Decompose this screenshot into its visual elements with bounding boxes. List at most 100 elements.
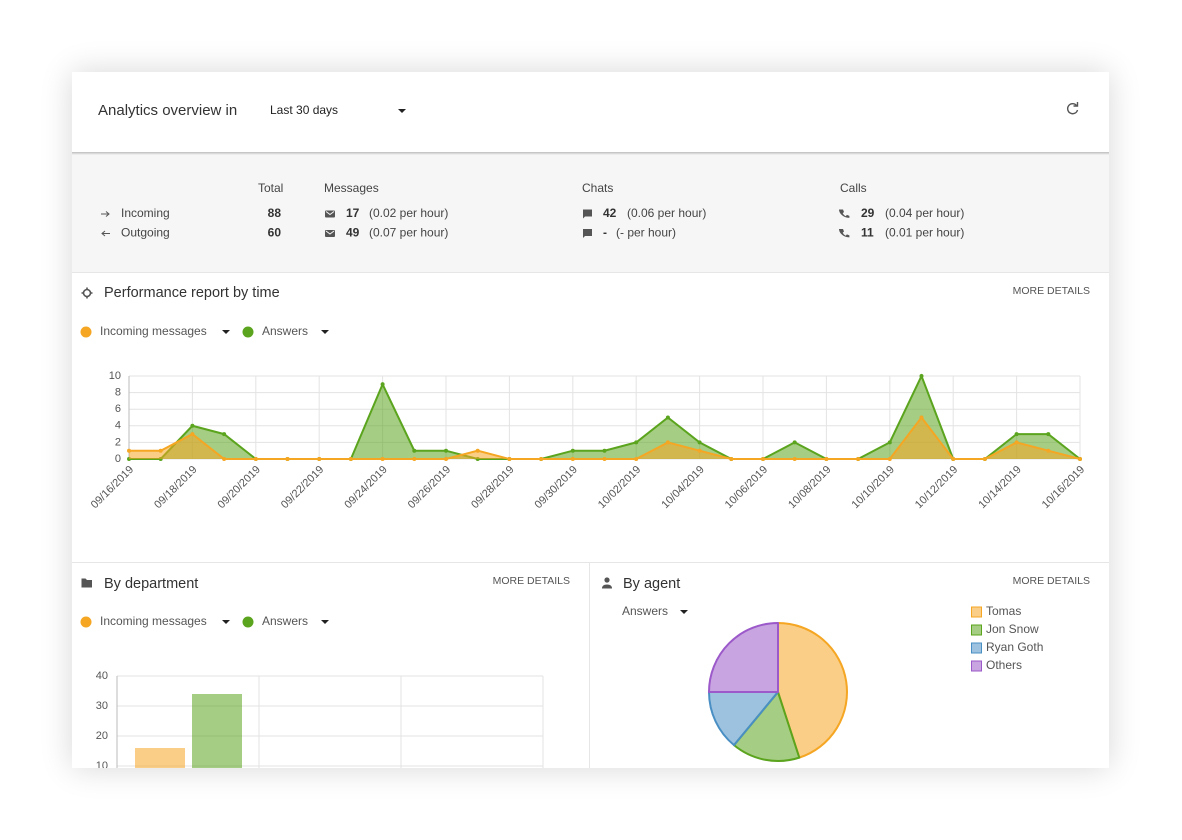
legend-label[interactable]: Ryan Goth bbox=[986, 640, 1043, 654]
total: 88 bbox=[268, 206, 282, 220]
data-point bbox=[190, 432, 195, 437]
messages-rate: (0.02 per hour) bbox=[369, 206, 448, 220]
data-point bbox=[1046, 448, 1051, 453]
x-tick-label: 09/22/2019 bbox=[279, 464, 326, 511]
x-tick-label: 09/20/2019 bbox=[216, 464, 263, 511]
column-header: Messages bbox=[324, 181, 379, 195]
x-tick-label: 09/16/2019 bbox=[89, 464, 136, 511]
legend-label[interactable]: Jon Snow bbox=[986, 622, 1039, 636]
pie-slice bbox=[777, 622, 848, 759]
more-details[interactable]: MORE DETAILS bbox=[1013, 575, 1090, 587]
data-point bbox=[539, 457, 544, 461]
x-tick-label: 10/16/2019 bbox=[1040, 464, 1087, 511]
legend-dot bbox=[80, 616, 92, 628]
legend-label[interactable]: Others bbox=[986, 658, 1022, 672]
data-point bbox=[570, 457, 575, 461]
data-point bbox=[412, 448, 417, 453]
dropdown-arrow[interactable] bbox=[398, 109, 406, 113]
panel-title: Performance report by time bbox=[104, 285, 280, 301]
row-label: Incoming bbox=[121, 206, 170, 220]
data-point bbox=[919, 415, 924, 420]
dropdown-arrow[interactable] bbox=[222, 620, 230, 624]
data-point bbox=[824, 457, 829, 461]
data-point bbox=[919, 374, 924, 378]
column-header: Calls bbox=[840, 181, 867, 195]
legend-swatch bbox=[971, 660, 982, 672]
analytics-card: Analytics overview in Last 30 days Total… bbox=[72, 72, 1109, 768]
data-point bbox=[697, 448, 702, 453]
data-point bbox=[792, 440, 797, 445]
data-point bbox=[887, 440, 892, 445]
more-details[interactable]: MORE DETAILS bbox=[1013, 285, 1090, 297]
y-tick-label: 10 bbox=[109, 370, 121, 382]
calls-rate: (0.04 per hour) bbox=[885, 206, 964, 220]
y-tick-label: 0 bbox=[115, 453, 121, 465]
data-point bbox=[222, 432, 227, 437]
folder-icon bbox=[81, 578, 92, 588]
calls-count: 11 bbox=[861, 226, 874, 240]
data-point bbox=[697, 440, 702, 445]
dropdown-arrow[interactable] bbox=[321, 620, 329, 624]
data-point bbox=[570, 448, 575, 453]
chat-icon bbox=[583, 209, 592, 238]
total: 60 bbox=[268, 226, 282, 240]
calls-count: 29 bbox=[861, 206, 875, 220]
x-tick-label: 09/30/2019 bbox=[533, 464, 580, 511]
dropdown-arrow[interactable] bbox=[222, 330, 230, 334]
pie-slice bbox=[733, 691, 801, 762]
legend-label[interactable]: Answers bbox=[262, 324, 308, 338]
legend-label[interactable]: Answers bbox=[262, 614, 308, 628]
x-tick-label: 10/10/2019 bbox=[850, 464, 897, 511]
messages-count: 17 bbox=[346, 206, 360, 220]
data-point bbox=[761, 457, 765, 461]
legend-label[interactable]: Incoming messages bbox=[100, 614, 207, 628]
legend-dot bbox=[80, 326, 92, 338]
data-point bbox=[444, 448, 448, 453]
chats-rate: (- per hour) bbox=[616, 226, 676, 240]
page-title: Analytics overview in bbox=[98, 102, 237, 119]
y-tick-label: 2 bbox=[115, 436, 121, 448]
column-header: Chats bbox=[582, 181, 613, 195]
dropdown-arrow[interactable] bbox=[321, 330, 329, 334]
data-point bbox=[1014, 432, 1019, 437]
x-tick-label: 10/02/2019 bbox=[596, 464, 643, 511]
data-point bbox=[665, 415, 670, 420]
x-tick-label: 09/24/2019 bbox=[342, 464, 389, 511]
refresh-button[interactable] bbox=[1066, 102, 1079, 115]
panel-title: By agent bbox=[623, 576, 680, 592]
data-point bbox=[729, 457, 734, 461]
data-point bbox=[317, 457, 322, 461]
legend-dot bbox=[242, 616, 254, 628]
messages-count: 49 bbox=[346, 226, 360, 240]
legend-label[interactable]: Incoming messages bbox=[100, 324, 207, 338]
panel-title: By department bbox=[104, 576, 198, 592]
period-select[interactable]: Last 30 days bbox=[270, 103, 338, 117]
x-tick-label: 09/18/2019 bbox=[152, 464, 199, 511]
data-point bbox=[475, 448, 480, 453]
data-point bbox=[1014, 440, 1019, 445]
data-point bbox=[665, 440, 670, 445]
bar bbox=[135, 748, 185, 768]
data-point bbox=[380, 382, 385, 387]
data-point bbox=[856, 457, 861, 461]
analytics-view: Analytics overview in Last 30 days Total… bbox=[72, 72, 1109, 768]
report-icon bbox=[81, 287, 93, 299]
chats-rate: (0.06 per hour) bbox=[627, 206, 706, 220]
data-point bbox=[222, 457, 227, 461]
legend-label[interactable]: Tomas bbox=[986, 604, 1021, 618]
legend-swatch bbox=[971, 642, 982, 654]
legend-dot bbox=[242, 326, 254, 338]
metric-select[interactable]: Answers bbox=[622, 604, 668, 618]
data-point bbox=[348, 457, 353, 461]
more-details[interactable]: MORE DETAILS bbox=[493, 575, 570, 587]
dropdown-arrow[interactable] bbox=[680, 610, 688, 614]
data-point bbox=[285, 457, 290, 461]
row-label: Outgoing bbox=[121, 226, 170, 240]
data-point bbox=[634, 440, 639, 445]
chats-count: - bbox=[603, 226, 607, 240]
y-tick-label: 40 bbox=[96, 670, 108, 682]
calls-rate: (0.01 per hour) bbox=[885, 226, 964, 240]
data-point bbox=[158, 448, 163, 453]
y-tick-label: 8 bbox=[115, 387, 121, 399]
